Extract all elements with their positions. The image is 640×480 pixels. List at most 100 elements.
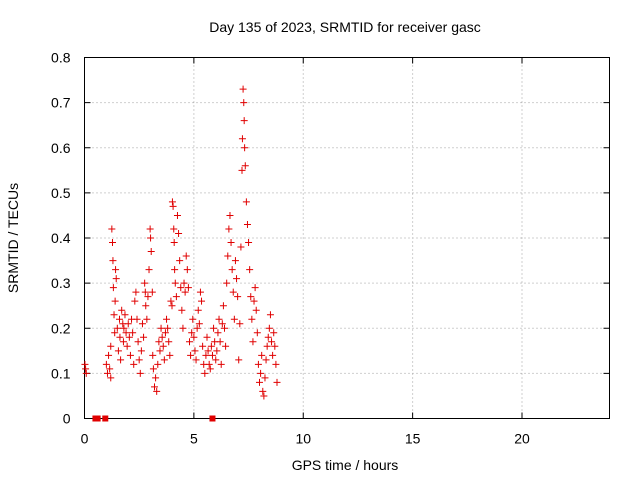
data-point xyxy=(214,329,222,337)
data-point xyxy=(159,342,167,350)
data-point xyxy=(81,360,89,368)
data-point xyxy=(124,320,132,328)
data-point xyxy=(273,378,281,386)
data-point xyxy=(114,347,122,355)
data-point xyxy=(166,351,174,359)
data-point xyxy=(266,311,274,319)
data-point xyxy=(107,374,115,382)
data-point xyxy=(203,333,211,341)
data-point xyxy=(218,320,226,328)
axis-ticks xyxy=(84,57,610,419)
data-point xyxy=(132,288,140,296)
data-point xyxy=(216,338,224,346)
data-point xyxy=(227,239,235,247)
data-point xyxy=(137,347,145,355)
data-point xyxy=(247,293,255,301)
data-point xyxy=(256,378,263,386)
data-points xyxy=(81,85,281,422)
y-tick-labels: 0 0.1 0.2 0.3 0.4 0.5 0.6 0.7 0.8 xyxy=(51,50,71,427)
data-point xyxy=(231,257,239,265)
y-tick-label: 0.3 xyxy=(51,275,71,291)
data-point xyxy=(261,374,269,382)
data-point xyxy=(271,342,279,350)
data-point xyxy=(187,351,195,359)
data-point xyxy=(102,360,110,368)
data-point xyxy=(109,257,117,265)
data-point xyxy=(182,252,190,260)
y-tick-label: 0.5 xyxy=(51,185,71,201)
data-point xyxy=(235,356,243,364)
data-point xyxy=(103,369,111,377)
data-point xyxy=(147,234,155,242)
data-point xyxy=(240,117,248,125)
data-point xyxy=(156,347,164,355)
data-point xyxy=(194,306,202,314)
data-point xyxy=(135,356,143,364)
data-point xyxy=(248,315,256,323)
data-point xyxy=(168,302,176,310)
data-point xyxy=(260,392,268,400)
data-point xyxy=(233,275,241,283)
data-point xyxy=(130,360,138,368)
data-point xyxy=(254,360,262,368)
data-point xyxy=(257,369,265,377)
data-point xyxy=(196,288,204,296)
data-point xyxy=(201,369,209,377)
data-point xyxy=(206,365,214,373)
data-point xyxy=(259,387,267,395)
data-point xyxy=(207,342,215,350)
data-point xyxy=(239,85,247,93)
data-point xyxy=(161,329,169,337)
x-axis-label: GPS time / hours xyxy=(292,457,399,473)
data-point xyxy=(199,342,207,350)
data-point xyxy=(198,297,206,305)
data-point xyxy=(221,324,228,332)
data-point xyxy=(193,324,201,332)
data-point xyxy=(168,198,176,206)
data-point xyxy=(269,351,277,359)
y-tick-label: 0.8 xyxy=(51,50,71,66)
data-point xyxy=(155,338,163,346)
x-tick-label: 0 xyxy=(81,431,89,447)
data-point xyxy=(157,324,165,332)
data-point xyxy=(238,135,246,143)
x-tick-label: 15 xyxy=(405,431,421,447)
data-point xyxy=(237,243,245,251)
data-point xyxy=(236,320,244,328)
data-point xyxy=(245,239,253,247)
data-point xyxy=(223,279,231,287)
data-point xyxy=(176,257,184,265)
data-point xyxy=(112,266,120,274)
data-point xyxy=(179,324,187,332)
data-point xyxy=(208,351,216,359)
data-point xyxy=(141,288,149,296)
data-point xyxy=(171,266,179,274)
data-point xyxy=(164,324,172,332)
data-point xyxy=(133,315,141,323)
data-point xyxy=(143,315,151,323)
data-point xyxy=(265,324,273,332)
data-point xyxy=(147,248,155,256)
data-point xyxy=(145,266,153,274)
data-point xyxy=(119,338,127,346)
data-point xyxy=(204,347,212,355)
data-point xyxy=(171,279,179,287)
data-point xyxy=(138,320,146,328)
data-point xyxy=(134,338,142,346)
data-point xyxy=(202,351,210,359)
data-point xyxy=(228,266,236,274)
data-point xyxy=(141,279,149,287)
data-point xyxy=(191,347,199,355)
data-point xyxy=(226,211,234,219)
data-point xyxy=(230,315,238,323)
data-point xyxy=(154,360,162,368)
data-point xyxy=(172,293,180,301)
data-point xyxy=(108,225,116,233)
data-point xyxy=(189,315,197,323)
data-point xyxy=(169,202,177,210)
zero-value-marker xyxy=(94,415,101,422)
data-point xyxy=(270,329,278,337)
data-point xyxy=(82,365,90,373)
data-point xyxy=(210,324,218,332)
data-point xyxy=(144,293,152,301)
